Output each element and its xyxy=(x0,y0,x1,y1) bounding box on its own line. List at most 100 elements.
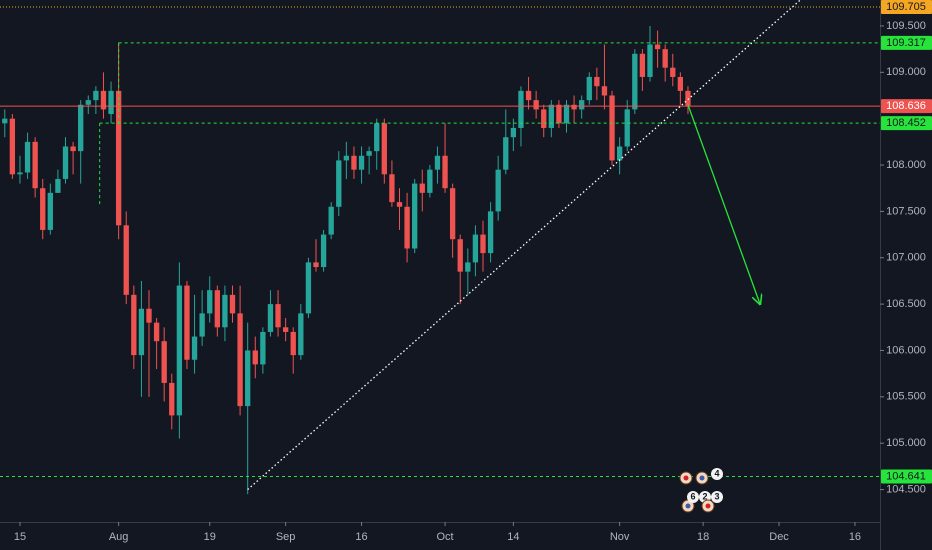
candle-body xyxy=(601,86,608,96)
candle-body xyxy=(381,123,387,175)
candle-body xyxy=(594,76,600,87)
level-label: 109.317 xyxy=(886,37,926,49)
y-tick-label: 105.500 xyxy=(886,391,926,403)
candle-body xyxy=(108,90,114,115)
candle-body xyxy=(24,141,31,173)
event-count-label: 3 xyxy=(714,491,719,501)
candle-body xyxy=(153,322,160,342)
candle-body xyxy=(639,53,646,77)
y-tick-label: 106.500 xyxy=(886,298,926,310)
candle-body xyxy=(480,234,486,254)
candle-body xyxy=(47,192,53,230)
level-label-box xyxy=(881,99,932,114)
candle-body xyxy=(434,155,441,170)
candle-body xyxy=(146,308,152,323)
candle-body xyxy=(131,294,137,356)
event-count xyxy=(711,468,723,480)
candle-body xyxy=(85,100,91,105)
level-label: 109.705 xyxy=(886,1,926,13)
candle-body xyxy=(229,294,236,314)
candle-body xyxy=(541,109,547,128)
candle-body xyxy=(495,169,501,212)
candle-body xyxy=(32,141,38,189)
candle-body xyxy=(207,290,213,314)
x-tick-label: 16 xyxy=(355,531,367,543)
y-tick-label: 107.500 xyxy=(886,205,926,217)
candle-body xyxy=(237,313,243,407)
candle-body xyxy=(654,44,661,50)
event-count xyxy=(711,491,723,503)
candle-body xyxy=(123,225,129,295)
candle-body xyxy=(93,90,99,101)
y-tick-label: 109.500 xyxy=(886,20,926,32)
candle-body xyxy=(419,183,425,193)
candle-body xyxy=(510,127,517,138)
level-label-box xyxy=(881,469,932,484)
candle-body xyxy=(487,211,494,254)
candle-body xyxy=(616,146,623,161)
y-tick-label: 107.000 xyxy=(886,252,926,264)
x-tick-label: 18 xyxy=(697,531,709,543)
candle-body xyxy=(533,100,539,110)
candle-body xyxy=(282,327,289,332)
candle-body xyxy=(290,331,296,356)
candle-body xyxy=(100,90,107,110)
candle-body xyxy=(70,146,76,152)
candle-body xyxy=(556,104,562,124)
candle-body xyxy=(252,350,258,365)
candle-body xyxy=(503,137,509,170)
event-icons: 4 6 2 3 xyxy=(679,468,723,513)
level-label: 104.641 xyxy=(886,470,926,482)
candle-body xyxy=(609,95,615,161)
candle-body xyxy=(389,174,395,203)
candle-body xyxy=(169,382,175,416)
candle-body xyxy=(662,49,668,68)
level-label: 108.636 xyxy=(886,100,926,112)
candle-body xyxy=(670,67,676,77)
candle-body xyxy=(647,44,653,77)
event-flag-dot xyxy=(705,503,711,509)
candle-body xyxy=(40,188,46,230)
x-tick-label: Dec xyxy=(769,531,789,543)
candle-body xyxy=(343,155,350,161)
level-label-box xyxy=(881,35,932,50)
candle-body xyxy=(199,313,205,337)
candle-body xyxy=(191,336,198,360)
level-label: 108.452 xyxy=(886,117,926,129)
candle-body xyxy=(62,146,69,179)
candle-body xyxy=(313,262,319,268)
x-tick-label: 19 xyxy=(204,531,216,543)
candle-body xyxy=(336,160,342,207)
candle-body xyxy=(624,109,630,147)
event-flag-dot xyxy=(683,475,689,481)
candle-body xyxy=(586,76,592,101)
trendline xyxy=(247,0,801,491)
y-tick-label: 105.000 xyxy=(886,437,926,449)
y-tick-label: 108.000 xyxy=(886,159,926,171)
y-tick-label: 106.000 xyxy=(886,344,926,356)
candle-body xyxy=(563,104,570,124)
level-label-box xyxy=(881,116,932,131)
candle-body xyxy=(138,308,145,356)
candle-body xyxy=(442,155,448,189)
event-flag-dot xyxy=(699,475,705,481)
candle-body xyxy=(2,118,8,124)
y-tick-label: 104.500 xyxy=(886,483,926,495)
candle-body xyxy=(214,290,220,328)
candle-body xyxy=(677,76,684,91)
candle-body xyxy=(571,104,577,110)
candle-body xyxy=(267,304,274,332)
candle-body xyxy=(396,202,403,207)
x-tick-label: 14 xyxy=(507,531,519,543)
candle-body xyxy=(305,262,312,314)
candle-body xyxy=(260,331,266,365)
candle-body xyxy=(275,304,281,328)
candle-body xyxy=(374,123,380,152)
candle-body xyxy=(358,155,365,170)
candle-body xyxy=(579,100,585,110)
candle-body xyxy=(685,90,691,106)
candle-body xyxy=(328,206,334,235)
